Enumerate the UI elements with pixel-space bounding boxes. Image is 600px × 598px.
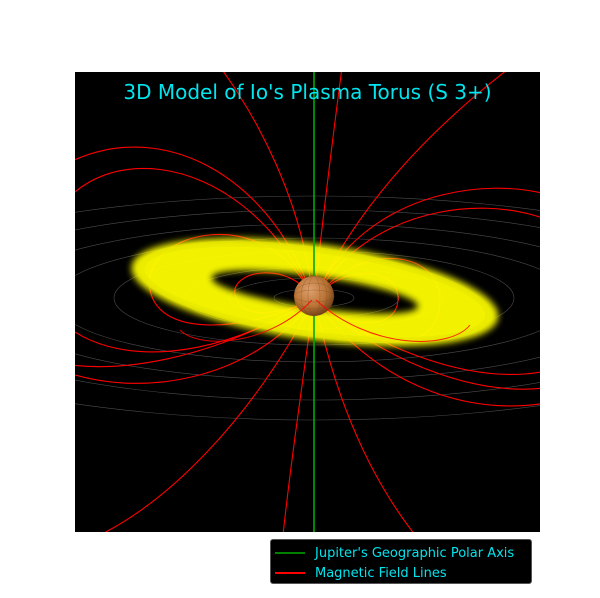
field-line bbox=[315, 187, 540, 390]
field-line bbox=[315, 299, 471, 342]
jupiter-sphere bbox=[294, 276, 334, 316]
legend-item-field-lines: Magnetic Field Lines bbox=[275, 564, 447, 582]
field-line bbox=[315, 305, 414, 532]
field-line bbox=[75, 146, 313, 368]
legend-label: Jupiter's Geographic Polar Axis bbox=[315, 545, 515, 561]
legend-swatch-polar-axis bbox=[275, 552, 305, 554]
chart-title: 3D Model of Io's Plasma Torus (S 3+) bbox=[123, 80, 492, 104]
jupiter-grid bbox=[293, 275, 335, 317]
field-line bbox=[282, 305, 314, 532]
legend-label: Magnetic Field Lines bbox=[315, 565, 447, 581]
field-line bbox=[179, 299, 313, 342]
field-line bbox=[75, 167, 313, 353]
plasma-torus bbox=[131, 238, 499, 347]
legend: Jupiter's Geographic Polar Axis Magnetic… bbox=[270, 539, 532, 584]
legend-item-polar-axis: Jupiter's Geographic Polar Axis bbox=[275, 544, 514, 562]
field-line bbox=[315, 207, 540, 375]
legend-swatch-field-lines bbox=[275, 572, 305, 574]
field-line bbox=[104, 303, 313, 532]
